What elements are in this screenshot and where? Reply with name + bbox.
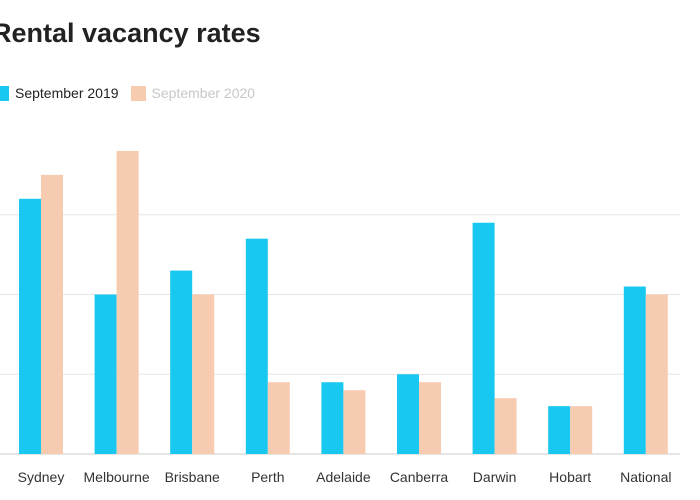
x-tick-label-canberra: Canberra xyxy=(390,469,449,485)
legend-item-2019: September 2019 xyxy=(0,85,119,101)
bar-melbourne-2019 xyxy=(94,294,117,454)
bar-adelaide-2020 xyxy=(343,390,366,454)
bar-canberra-2019 xyxy=(397,374,419,454)
bar-hobart-2020 xyxy=(570,406,593,454)
x-tick-label-brisbane: Brisbane xyxy=(165,469,220,485)
bar-hobart-2019 xyxy=(548,406,571,454)
x-tick-label-hobart: Hobart xyxy=(549,469,591,485)
chart-title: Rental vacancy rates xyxy=(0,18,261,48)
bar-brisbane-2020 xyxy=(192,294,215,454)
bar-melbourne-2020 xyxy=(116,150,139,454)
bar-brisbane-2019 xyxy=(170,270,193,454)
x-tick-label-melbourne: Melbourne xyxy=(84,469,150,485)
legend-label-2020: September 2020 xyxy=(151,85,256,101)
legend-swatch-2019 xyxy=(0,85,9,101)
bar-national-2019 xyxy=(623,286,646,454)
bar-perth-2020 xyxy=(267,382,290,454)
bar-sydney-2019 xyxy=(19,198,41,454)
chart-legend: September 2019 September 2020 xyxy=(0,82,267,104)
bar-national-2020 xyxy=(645,294,668,454)
bar-perth-2019 xyxy=(245,238,268,454)
bar-sydney-2020 xyxy=(41,174,63,454)
bar-darwin-2020 xyxy=(494,398,517,454)
x-tick-label-darwin: Darwin xyxy=(473,469,517,485)
legend-label-2019: September 2019 xyxy=(15,85,119,101)
legend-item-2020: September 2020 xyxy=(130,85,256,101)
x-tick-label-sydney: Sydney xyxy=(18,469,65,485)
legend-swatch-2020 xyxy=(130,85,146,101)
x-tick-label-adelaide: Adelaide xyxy=(316,469,371,485)
x-tick-label-perth: Perth xyxy=(251,469,284,485)
bar-canberra-2020 xyxy=(419,382,441,454)
x-tick-label-national: National xyxy=(620,469,671,485)
bar-adelaide-2019 xyxy=(321,382,344,454)
bar-darwin-2019 xyxy=(472,222,495,454)
